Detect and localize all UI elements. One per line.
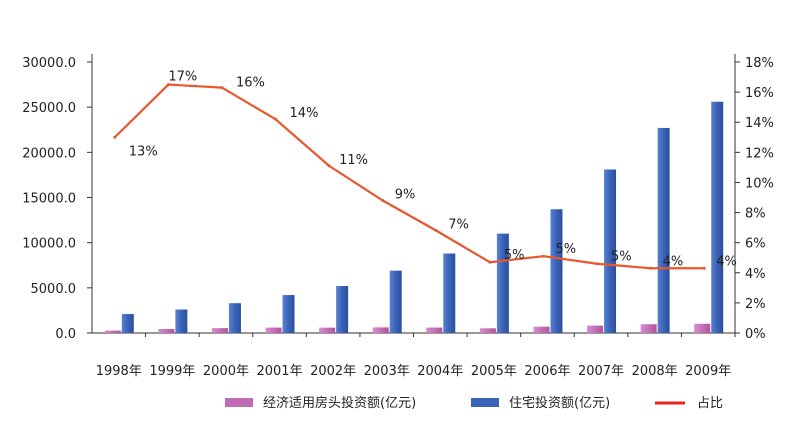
legend-swatch-affordable [225,398,253,407]
x-tick-label: 2003年 [364,364,410,379]
percent-series-line [114,83,705,270]
y-right-tick-label: 12% [745,146,774,161]
percent-point [327,164,331,168]
x-tick-label: 2000年 [203,364,249,379]
percent-data-label: 7% [448,218,469,233]
percent-data-label: 4% [716,254,737,269]
y-right-tick-label: 6% [745,237,766,252]
bar-affordable-housing [587,325,604,333]
bar-residential-investment [336,286,349,333]
percent-data-label: 4% [663,254,684,269]
bar-affordable-housing [479,328,496,333]
y-right-tick-label: 18% [745,56,774,71]
y-right-tick-label: 8% [745,207,766,222]
percent-point [649,266,653,270]
percent-point [702,266,706,270]
y-right-tick-label: 14% [745,116,774,131]
legend: 经济适用房头投资额(亿元) 住宅投资额(亿元) 占比 [225,395,723,411]
percent-point [488,260,492,264]
percent-data-label: 5% [555,242,576,257]
y-left-tick-label: 10000.0 [22,237,76,252]
percent-point [595,262,599,266]
percent-point [434,229,438,233]
bar-affordable-housing [372,327,389,333]
x-tick-label: 1998年 [96,364,142,379]
percent-data-label: 16% [236,76,265,91]
bar-affordable-housing [426,327,443,333]
bar-affordable-housing [533,326,550,333]
x-tick-label: 2002年 [310,364,356,379]
legend-swatch-residential [471,398,499,407]
bar-residential-investment [228,303,241,333]
percent-data-label: 17% [168,70,197,85]
percent-data-label: 5% [611,250,632,265]
x-tick-label: 2005年 [471,364,517,379]
percent-point [381,199,385,203]
bar-residential-investment [389,270,402,333]
axes: 0.0 5000.0 10000.0 15000.0 20000.0 25000.0 300… [22,54,774,379]
bar-affordable-housing [104,330,121,333]
x-tick-label: 1999年 [149,364,195,379]
y-left-tick-label: 5000.0 [31,282,77,297]
y-right-tick-label: 0% [745,327,766,342]
bar-affordable-housing [265,327,282,333]
x-tick-label: 2006年 [524,364,570,379]
percent-data-label: 9% [395,188,416,203]
bar-residential-investment [711,101,724,333]
y-left-tick-label: 0.0 [55,327,76,342]
y-left-tick-label: 30000.0 [22,56,76,71]
bar-affordable-housing [319,327,336,333]
bar-residential-investment [175,309,188,333]
bar-affordable-housing [694,323,711,333]
x-tick-label: 2004年 [417,364,463,379]
legend-label-residential: 住宅投资额(亿元) [509,395,610,411]
bar-residential-investment [550,209,563,333]
bar-residential-investment [604,169,617,333]
y-right-tick-label: 2% [745,297,766,312]
x-tick-label: 2008年 [632,364,678,379]
percent-line: 13% 17% 16% 14% 11% 9% 7% 5% 5% 5% 4% 4% [113,70,737,270]
x-tick-label: 2001年 [256,364,302,379]
y-left-tick-label: 15000.0 [22,192,76,207]
legend-label-affordable: 经济适用房头投资额(亿元) [263,395,416,411]
percent-data-label: 5% [504,248,525,263]
bar-affordable-housing [640,324,657,333]
x-tick-label: 2007年 [578,364,624,379]
y-left-tick-label: 20000.0 [22,146,76,161]
legend-label-percent: 占比 [697,396,723,411]
percent-point [113,135,117,139]
x-tick-label: 2009年 [685,364,731,379]
bars [104,101,724,334]
y-right-tick-label: 10% [745,176,774,191]
percent-data-label: 14% [290,106,319,121]
percent-point [274,117,278,121]
bar-affordable-housing [211,328,228,333]
percent-data-label: 11% [339,153,368,168]
percent-point [541,254,545,258]
y-right-tick-label: 4% [745,267,766,282]
bar-residential-investment [657,127,670,334]
percent-point [166,83,170,87]
bar-residential-investment [443,253,456,333]
bar-affordable-housing [158,329,175,333]
percent-data-label: 13% [129,144,158,159]
y-left-tick-label: 25000.0 [22,101,76,116]
bar-residential-investment [282,295,295,333]
bar-residential-investment [121,314,134,333]
percent-point [220,86,224,90]
y-right-tick-label: 16% [745,86,774,101]
bar-residential-investment [496,233,509,333]
